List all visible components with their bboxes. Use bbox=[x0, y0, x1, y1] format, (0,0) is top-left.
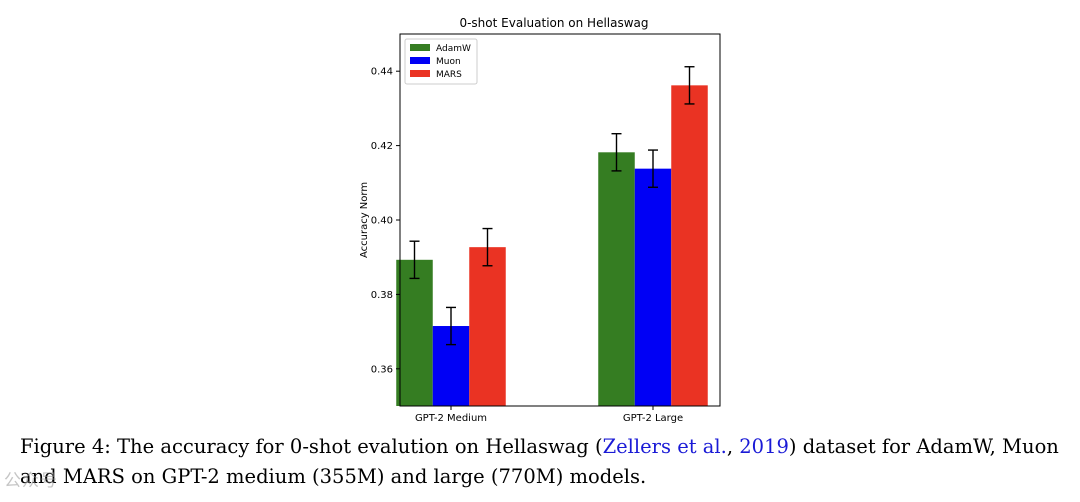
y-tick-label: 0.40 bbox=[371, 216, 393, 227]
legend-swatch-muon bbox=[410, 57, 430, 64]
caption-suffix: ) dataset for AdamW, Muon and MARS on GP… bbox=[20, 435, 1059, 488]
y-axis-label: Accuracy Norm bbox=[359, 182, 370, 258]
citation-author-link[interactable]: Zellers et al. bbox=[602, 435, 727, 458]
y-tick-label: 0.42 bbox=[371, 141, 393, 152]
x-tick-label: GPT-2 Medium bbox=[415, 413, 487, 424]
bar-mars-0 bbox=[469, 247, 506, 406]
watermark: 公众号 bbox=[4, 471, 58, 491]
legend-label-adamw: AdamW bbox=[436, 44, 471, 54]
legend-swatch-mars bbox=[410, 70, 430, 77]
caption-prefix: Figure 4: The accuracy for 0-shot evalut… bbox=[20, 435, 603, 458]
bar-chart: 0.36 0.38 0.40 0.42 0.44 GPT-2 Medium GPT-2 La… bbox=[359, 16, 721, 424]
citation-year-link[interactable]: 2019 bbox=[739, 435, 789, 458]
bar-adamw-0 bbox=[396, 259, 433, 406]
bar-mars-1 bbox=[671, 85, 708, 406]
bar-muon-1 bbox=[634, 168, 672, 406]
y-tick-label: 0.36 bbox=[371, 364, 393, 375]
legend: AdamW Muon MARS bbox=[404, 38, 478, 85]
citation-separator: , bbox=[726, 435, 740, 458]
x-tick-label: GPT-2 Large bbox=[623, 413, 683, 424]
chart-title: 0-shot Evaluation on Hellaswag bbox=[459, 16, 648, 30]
legend-label-muon: Muon bbox=[436, 57, 461, 67]
y-tick-label: 0.38 bbox=[371, 290, 393, 301]
y-tick-label: 0.44 bbox=[371, 67, 393, 78]
figure-caption: Figure 4: The accuracy for 0-shot evalut… bbox=[20, 432, 1070, 492]
legend-swatch-adamw bbox=[410, 44, 430, 51]
plot-layer: 0.36 0.38 0.40 0.42 0.44 GPT-2 Medium GPT-2 La… bbox=[371, 33, 721, 424]
bar-adamw-1 bbox=[598, 152, 635, 406]
legend-label-mars: MARS bbox=[436, 70, 462, 80]
